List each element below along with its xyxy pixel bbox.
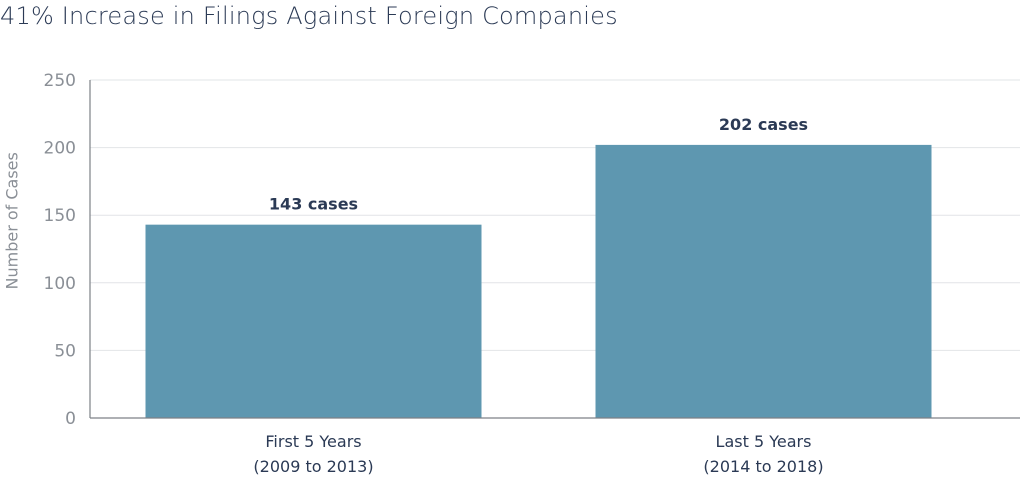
y-tick-label: 100 [44,274,76,294]
x-category-label: Last 5 Years [716,432,812,451]
chart-title: 41% Increase in Filings Against Foreign … [0,2,618,30]
y-tick-label: 150 [44,206,76,226]
x-axis-labels: First 5 Years (2009 to 2013) Last 5 Years (… [253,432,823,476]
bar [145,224,482,418]
x-category-label: (2014 to 2018) [703,457,823,476]
x-category-label: First 5 Years [265,432,361,451]
bar-data-label: 202 cases [719,115,808,134]
y-tick-label: 200 [44,139,76,159]
bar [595,144,932,418]
bar-data-label: 143 cases [269,195,358,214]
y-tick-label: 250 [44,71,76,91]
y-axis-ticks: 0 50 100 150 200 250 [44,71,76,429]
data-labels: 143 cases 202 cases [269,115,808,214]
y-tick-label: 50 [54,341,76,361]
bars [145,144,932,418]
x-category-label: (2009 to 2013) [253,457,373,476]
y-tick-label: 0 [65,409,76,429]
